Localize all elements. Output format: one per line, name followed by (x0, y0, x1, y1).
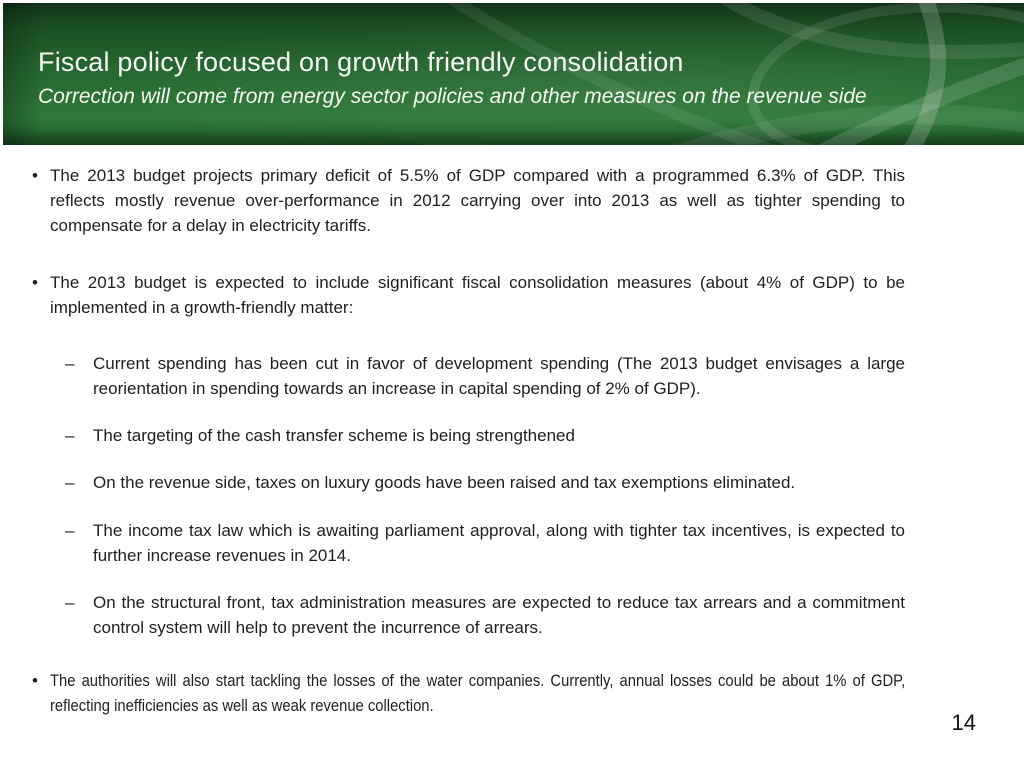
slide-subtitle: Correction will come from energy sector … (38, 85, 867, 108)
sub-bullet-item: – On the revenue side, taxes on luxury g… (65, 470, 905, 495)
sub-bullet-item: – On the structural front, tax administr… (65, 590, 905, 640)
sub-bullet-item: – The targeting of the cash transfer sch… (65, 423, 905, 448)
bullet-marker: • (32, 671, 38, 690)
dash-marker: – (65, 354, 75, 373)
bullet-text: The 2013 budget projects primary deficit… (50, 166, 905, 235)
sub-bullet-item: – The income tax law which is awaiting p… (65, 518, 905, 568)
dash-marker: – (65, 593, 75, 612)
bullet-item: • The 2013 budget is expected to include… (32, 270, 905, 320)
bullet-item: • The authorities will also start tackli… (32, 668, 905, 718)
page-number: 14 (951, 710, 976, 735)
sub-bullet-text: Current spending has been cut in favor o… (93, 354, 905, 398)
bullet-item: • The 2013 budget projects primary defic… (32, 163, 905, 238)
slide-header: Fiscal policy focused on growth friendly… (3, 3, 1024, 145)
dash-marker: – (65, 473, 75, 492)
sub-bullet-text: The income tax law which is awaiting par… (93, 521, 905, 565)
sub-bullet-text: On the structural front, tax administrat… (93, 593, 905, 637)
dash-marker: – (65, 426, 75, 445)
header-text-block: Fiscal policy focused on growth friendly… (38, 45, 1004, 110)
bullet-text: The 2013 budget is expected to include s… (50, 273, 905, 317)
bullet-text: The authorities will also start tackling… (50, 671, 906, 715)
sub-bullet-item: – Current spending has been cut in favor… (65, 351, 905, 401)
slide-title: Fiscal policy focused on growth friendly… (38, 47, 684, 77)
sub-bullet-text: The targeting of the cash transfer schem… (93, 426, 575, 445)
dash-marker: – (65, 521, 75, 540)
sub-bullet-text: On the revenue side, taxes on luxury goo… (93, 473, 796, 492)
bullet-marker: • (32, 273, 38, 292)
slide-body: • The 2013 budget projects primary defic… (0, 145, 1024, 718)
bullet-marker: • (32, 166, 38, 185)
